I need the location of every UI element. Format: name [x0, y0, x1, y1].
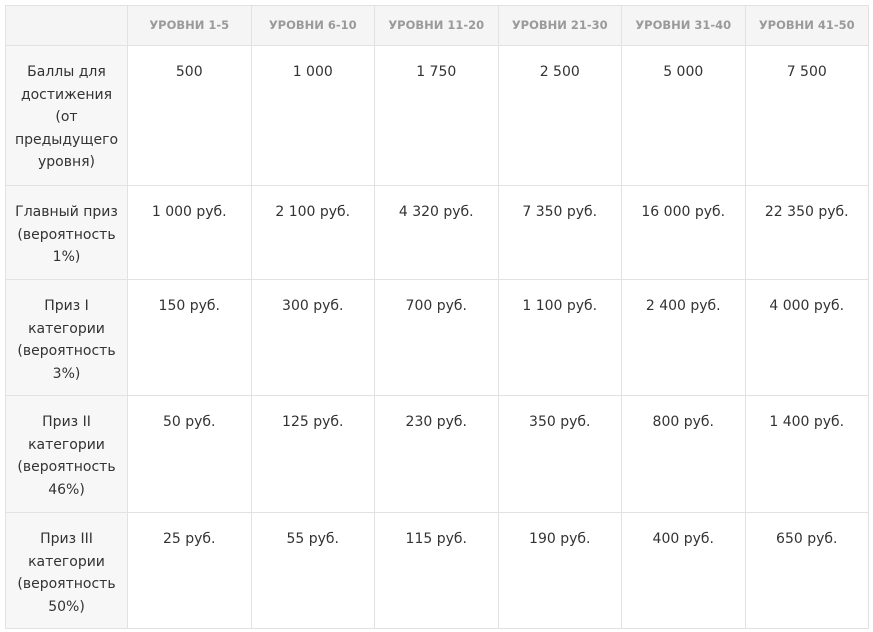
- row-label: Главный приз (вероятность 1%): [5, 185, 128, 280]
- value-cell: 2 500: [497, 45, 622, 186]
- value-cell: 1 750: [374, 45, 499, 186]
- header-cell: УРОВНИ 6-10: [250, 5, 375, 46]
- value-cell: 5 000: [621, 45, 746, 186]
- table-row: Приз I категории (вероятность 3%) 150 руб…: [5, 279, 869, 396]
- row-label: Приз I категории (вероятность 3%): [5, 279, 128, 396]
- row-label: Приз II категории (вероятность 46%): [5, 395, 128, 513]
- value-cell: 125 руб.: [250, 395, 375, 513]
- header-cell: УРОВНИ 41-50: [744, 5, 869, 46]
- value-cell: 22 350 руб.: [744, 185, 869, 280]
- value-cell: 150 руб.: [127, 279, 252, 396]
- value-cell: 350 руб.: [497, 395, 622, 513]
- header-cell: УРОВНИ 31-40: [621, 5, 746, 46]
- value-cell: 2 100 руб.: [250, 185, 375, 280]
- value-cell: 300 руб.: [250, 279, 375, 396]
- value-cell: 55 руб.: [250, 512, 375, 629]
- value-cell: 190 руб.: [497, 512, 622, 629]
- header-row: УРОВНИ 1-5 УРОВНИ 6-10 УРОВНИ 11-20 УРОВНИ …: [5, 5, 869, 46]
- value-cell: 1 000 руб.: [127, 185, 252, 280]
- value-cell: 7 350 руб.: [497, 185, 622, 280]
- value-cell: 800 руб.: [621, 395, 746, 513]
- value-cell: 650 руб.: [744, 512, 869, 629]
- value-cell: 4 320 руб.: [374, 185, 499, 280]
- header-cell: УРОВНИ 21-30: [497, 5, 622, 46]
- value-cell: 1 400 руб.: [744, 395, 869, 513]
- table-row: Приз II категории (вероятность 46%) 50 ру…: [5, 395, 869, 513]
- value-cell: 2 400 руб.: [621, 279, 746, 396]
- levels-table: УРОВНИ 1-5 УРОВНИ 6-10 УРОВНИ 11-20 УРОВНИ …: [5, 5, 869, 629]
- value-cell: 7 500: [744, 45, 869, 186]
- value-cell: 50 руб.: [127, 395, 252, 513]
- row-label: Баллы для достижения (от предыдущего уро…: [5, 45, 128, 186]
- value-cell: 400 руб.: [621, 512, 746, 629]
- value-cell: 16 000 руб.: [621, 185, 746, 280]
- corner-cell: [5, 5, 128, 46]
- value-cell: 115 руб.: [374, 512, 499, 629]
- table-row: Главный приз (вероятность 1%) 1 000 руб. 2…: [5, 185, 869, 280]
- value-cell: 25 руб.: [127, 512, 252, 629]
- header-cell: УРОВНИ 1-5: [127, 5, 252, 46]
- table-row: Баллы для достижения (от предыдущего уро…: [5, 45, 869, 186]
- table-row: Приз III категории (вероятность 50%) 25 р…: [5, 512, 869, 629]
- value-cell: 700 руб.: [374, 279, 499, 396]
- value-cell: 1 100 руб.: [497, 279, 622, 396]
- value-cell: 4 000 руб.: [744, 279, 869, 396]
- value-cell: 230 руб.: [374, 395, 499, 513]
- row-label: Приз III категории (вероятность 50%): [5, 512, 128, 629]
- value-cell: 1 000: [250, 45, 375, 186]
- value-cell: 500: [127, 45, 252, 186]
- header-cell: УРОВНИ 11-20: [374, 5, 499, 46]
